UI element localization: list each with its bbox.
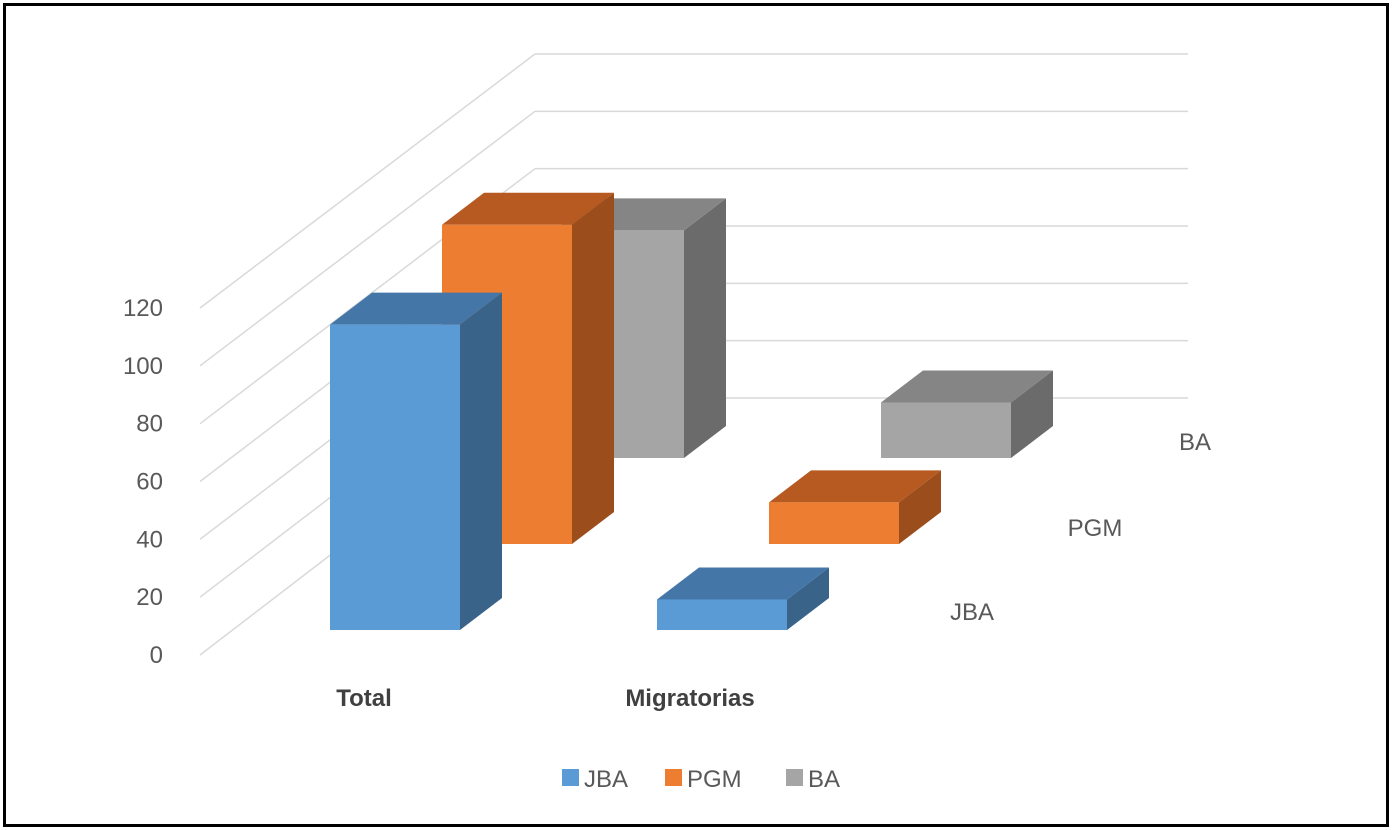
y-tick-label: 20 xyxy=(136,584,163,611)
bar-side-face xyxy=(1011,370,1053,458)
y-tick-label: 80 xyxy=(136,411,163,438)
legend-label: BA xyxy=(808,766,840,793)
gridline-side xyxy=(199,110,536,367)
depth-axis-labels: JBA PGM BA xyxy=(950,429,1211,626)
y-tick-label: 40 xyxy=(136,526,163,553)
bar-side-face xyxy=(899,470,941,544)
legend-swatch xyxy=(665,769,682,786)
depth-axis-label: BA xyxy=(1179,429,1211,456)
bar-pgm-migratorias xyxy=(769,470,941,544)
bar-front-face xyxy=(881,402,1011,458)
legend: JBA PGM BA xyxy=(562,766,840,793)
bar-side-face xyxy=(460,292,502,630)
bar-ba-migratorias xyxy=(881,370,1053,458)
legend-swatch xyxy=(562,769,579,786)
y-tick-label: 60 xyxy=(136,469,163,496)
depth-axis-label: PGM xyxy=(1068,515,1123,542)
legend-label: PGM xyxy=(687,766,742,793)
bar-front-face xyxy=(769,502,899,544)
category-label: Migratorias xyxy=(625,685,754,712)
bar-side-face xyxy=(787,567,829,630)
bar-front-face xyxy=(330,324,460,630)
bar-top-face xyxy=(330,292,502,325)
legend-swatch xyxy=(786,769,803,786)
y-tick-label: 0 xyxy=(150,642,163,669)
bar-side-face xyxy=(684,198,726,459)
bar-top-face xyxy=(657,567,829,600)
legend-item: BA xyxy=(786,766,840,793)
bar-top-face xyxy=(881,370,1053,403)
y-tick-label: 100 xyxy=(123,353,163,380)
y-axis-ticks: 0 20 40 60 80 100 120 xyxy=(123,295,163,669)
legend-item: JBA xyxy=(562,766,628,793)
bars xyxy=(330,192,1053,630)
legend-label: JBA xyxy=(584,766,628,793)
y-tick-label: 120 xyxy=(123,295,163,322)
bar-front-face xyxy=(657,599,787,630)
bar-top-face xyxy=(442,192,614,225)
depth-axis-label: JBA xyxy=(950,599,994,626)
legend-item: PGM xyxy=(665,766,742,793)
bar-jba-migratorias xyxy=(657,567,829,630)
category-axis-labels: Total Migratorias xyxy=(336,685,754,712)
bar-jba-total xyxy=(330,292,502,630)
bar-top-face xyxy=(769,470,941,503)
gridline-side xyxy=(199,53,536,309)
bar-side-face xyxy=(572,192,614,544)
category-label: Total xyxy=(336,685,392,712)
bar-pgm-total xyxy=(442,192,614,544)
